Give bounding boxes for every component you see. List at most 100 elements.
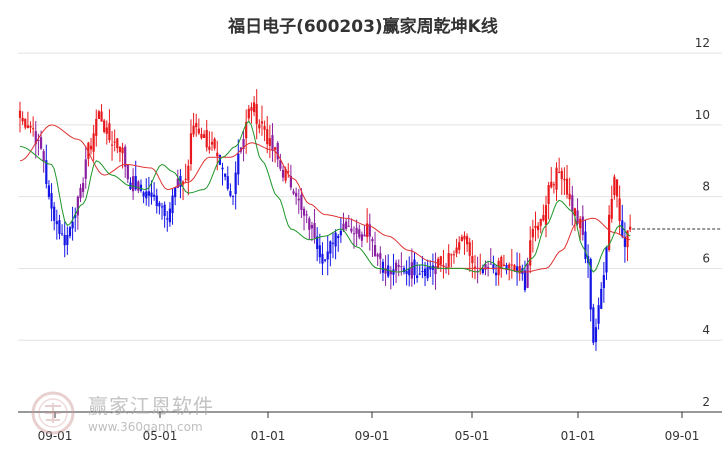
candle-body [53, 206, 56, 221]
candle-body [371, 239, 374, 242]
candle-body [116, 138, 119, 149]
candle-body [113, 141, 116, 143]
candle-body [608, 214, 611, 251]
candle-body [531, 229, 534, 238]
candle-body [89, 145, 93, 150]
x-tick-label: 05-01 [455, 429, 490, 443]
candle-body [24, 118, 27, 128]
candle-body [305, 214, 308, 216]
candle-body [573, 208, 577, 216]
candle-body [366, 223, 369, 238]
candle-body [66, 235, 69, 246]
candle-body [534, 225, 537, 229]
candle-body [439, 256, 442, 265]
y-tick-label: 2 [702, 395, 710, 409]
candle-body [565, 178, 569, 195]
candle-body [515, 266, 519, 273]
candle-body [300, 194, 303, 210]
y-axis-ticks: 2 4 6 8 10 12 [695, 36, 710, 409]
candle-body [423, 268, 427, 277]
candle-body [263, 126, 266, 130]
candle-body [60, 233, 64, 235]
x-tick-label: 09-01 [665, 429, 700, 443]
candle-body [339, 230, 342, 236]
candle-body [523, 270, 527, 291]
candle-body [597, 305, 600, 324]
candle-body [316, 236, 319, 250]
candle-body [518, 265, 521, 274]
candle-body [510, 264, 513, 266]
candle-body [76, 196, 79, 216]
candle-body [166, 218, 169, 220]
candle-body [18, 110, 22, 118]
candle-body [281, 169, 285, 178]
candle-body [502, 264, 506, 266]
candle-body [360, 234, 363, 241]
candle-body [287, 171, 290, 173]
candle-body [295, 192, 298, 197]
candle-body [529, 240, 532, 266]
candle-body [192, 125, 195, 135]
candle-body [103, 120, 106, 133]
candle-body [150, 192, 153, 198]
x-tick-label: 09-01 [355, 429, 390, 443]
candle-body [492, 264, 495, 270]
candle-body [426, 266, 429, 279]
candle-body [297, 198, 300, 201]
y-tick-label: 12 [695, 36, 710, 50]
candle-body [216, 152, 219, 157]
candle-body [481, 268, 484, 274]
y-tick-label: 8 [702, 180, 710, 194]
candle-body [274, 147, 277, 150]
candle-body [376, 254, 379, 257]
candle-body [363, 234, 366, 237]
candle-body [284, 169, 287, 181]
candle-body [568, 193, 571, 200]
candle-body [605, 246, 608, 273]
candle-body [542, 215, 545, 221]
candle-body [105, 127, 108, 134]
candle-body [392, 269, 395, 275]
candle-body [358, 229, 361, 238]
candle-body [50, 193, 53, 209]
candle-body [579, 218, 582, 229]
candle-body [226, 176, 229, 189]
candle-body [252, 102, 256, 113]
candle-body [555, 167, 558, 190]
ma-slow-line [19, 124, 631, 273]
x-axis: 09-01 05-01 01-01 09-01 05-01 01-01 09-01 [18, 411, 722, 443]
candle-body [221, 167, 224, 170]
candle-body [147, 191, 150, 196]
candle-body [460, 236, 463, 242]
candle-body [153, 194, 156, 197]
candle-body [584, 231, 587, 259]
candle-body [100, 111, 103, 122]
candle-body [547, 185, 550, 204]
candle-body [247, 108, 250, 119]
candle-body [350, 228, 353, 232]
candle-body [368, 224, 371, 237]
candle-body [58, 220, 61, 234]
candle-body [600, 288, 603, 309]
candle-body [234, 172, 237, 195]
candle-body [334, 232, 337, 247]
candle-body [615, 179, 619, 197]
candle-body [494, 272, 498, 276]
candle-body [242, 138, 245, 150]
candle-body [208, 146, 211, 150]
candle-body [200, 133, 203, 139]
candle-body [276, 142, 279, 160]
candle-body [168, 208, 172, 223]
seal-logo-icon [31, 391, 75, 435]
candle-body [26, 125, 29, 128]
candle-body [466, 236, 469, 245]
candle-body [271, 135, 274, 151]
candle-body [142, 192, 145, 197]
candle-body [29, 125, 32, 128]
candle-body [210, 141, 214, 145]
candle-body [487, 266, 490, 269]
candle-body [205, 129, 208, 148]
candle-body [163, 204, 166, 216]
candle-body [397, 264, 400, 267]
candle-body [623, 236, 626, 247]
